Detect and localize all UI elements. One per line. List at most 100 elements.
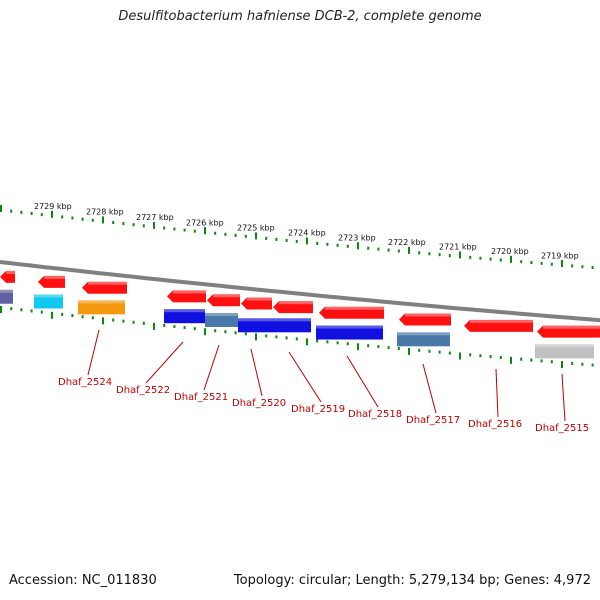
gene-highlight — [238, 318, 311, 322]
scale-tick — [571, 264, 574, 268]
reverse-gene-box — [397, 332, 450, 347]
accession-text: Accession: NC_011830 — [9, 573, 157, 588]
scale-tick — [102, 216, 104, 224]
kbp-label: 2727 kbp — [136, 213, 174, 222]
scale-tick — [387, 248, 390, 252]
gene-label: Dhaf_2522 — [116, 385, 170, 396]
scale-tick — [550, 360, 553, 364]
scale-tick — [336, 341, 339, 345]
scale-tick — [132, 320, 135, 324]
reverse-gene-box — [316, 325, 383, 340]
forward-gene-arrow — [241, 297, 272, 310]
scale-tick — [0, 306, 2, 313]
scale-tick — [0, 205, 2, 212]
scale-tick — [91, 316, 94, 320]
kbp-label: 2719 kbp — [541, 251, 579, 260]
scale-tick — [377, 247, 380, 251]
genome-summary: Topology: circular; Length: 5,279,134 bp… — [233, 573, 591, 588]
scale-tick — [112, 221, 115, 225]
gene-highlight — [325, 306, 384, 310]
outer-scale-ticks — [0, 205, 594, 270]
scale-tick — [153, 221, 155, 229]
gene-highlight — [470, 319, 533, 323]
scale-tick — [520, 357, 523, 361]
scale-tick — [91, 218, 94, 222]
scale-tick — [183, 326, 186, 330]
gene-highlight — [6, 270, 15, 274]
scale-tick — [306, 338, 308, 346]
scale-tick — [459, 251, 461, 259]
scale-tick — [510, 255, 512, 263]
scale-tick — [499, 258, 502, 262]
scale-tick — [153, 322, 155, 330]
scale-tick — [142, 224, 145, 228]
scale-tick — [489, 355, 492, 359]
kbp-label: 2722 kbp — [388, 238, 426, 247]
scale-tick — [163, 323, 166, 327]
scale-tick — [387, 346, 390, 350]
scale-tick — [193, 229, 196, 233]
kbp-label: 2721 kbp — [439, 243, 477, 252]
scale-tick — [275, 237, 278, 241]
forward-gene-arrow — [207, 294, 240, 307]
label-leader-line — [145, 341, 184, 384]
scale-tick — [61, 312, 64, 316]
scale-tick — [571, 361, 574, 365]
scale-tick — [591, 363, 594, 367]
scale-tick — [183, 228, 186, 232]
scale-tick — [316, 241, 319, 245]
reverse-gene-box — [78, 300, 125, 315]
reverse-gene-box — [535, 344, 594, 359]
gene-track — [0, 270, 600, 359]
gene-label: Dhaf_2518 — [348, 409, 402, 420]
gene-highlight — [535, 344, 594, 348]
scale-tick — [265, 236, 268, 240]
scale-tick — [102, 317, 104, 325]
scale-tick — [499, 355, 502, 359]
gene-highlight — [397, 332, 450, 336]
scale-tick — [367, 246, 370, 250]
scale-tick — [428, 349, 431, 353]
scale-tick — [408, 246, 410, 254]
scale-tick — [244, 234, 247, 238]
scale-tick — [581, 265, 584, 269]
gene-highlight — [88, 281, 127, 285]
scale-tick — [81, 315, 84, 319]
scale-tick — [357, 242, 359, 250]
scale-tick — [10, 209, 13, 213]
scale-tick — [61, 215, 64, 219]
scale-tick — [581, 362, 584, 366]
scale-tick — [173, 325, 176, 329]
scale-tick — [275, 335, 278, 339]
gene-label: Dhaf_2521 — [174, 392, 228, 403]
forward-gene-arrow — [82, 281, 127, 294]
kbp-label: 2720 kbp — [491, 247, 529, 256]
scale-tick — [591, 266, 594, 270]
scale-tick — [418, 348, 421, 352]
scale-tick — [346, 342, 349, 346]
forward-gene-arrow — [273, 301, 313, 314]
scale-tick — [438, 350, 441, 354]
scale-tick — [316, 339, 319, 343]
scale-tick — [285, 238, 288, 242]
gene-label: Dhaf_2517 — [406, 415, 460, 426]
gene-highlight — [44, 275, 65, 279]
kbp-label: 2724 kbp — [288, 229, 326, 238]
kbp-label: 2728 kbp — [86, 208, 124, 217]
scale-tick — [224, 330, 227, 334]
scale-tick — [479, 256, 482, 260]
gene-labels: Dhaf_2524 Dhaf_2522 Dhaf_2521 Dhaf_2520 Dhaf… — [58, 377, 589, 434]
scale-tick — [448, 351, 451, 355]
scale-tick — [122, 222, 125, 226]
scale-tick — [20, 210, 23, 214]
scale-tick — [204, 227, 206, 235]
scale-tick — [489, 257, 492, 261]
scale-tick — [51, 311, 53, 319]
label-leader-line — [288, 351, 322, 403]
reverse-gene-box — [34, 294, 63, 309]
scale-tick — [397, 346, 400, 350]
scale-tick — [418, 251, 421, 255]
scale-tick — [214, 231, 217, 235]
scale-tick — [336, 243, 339, 247]
